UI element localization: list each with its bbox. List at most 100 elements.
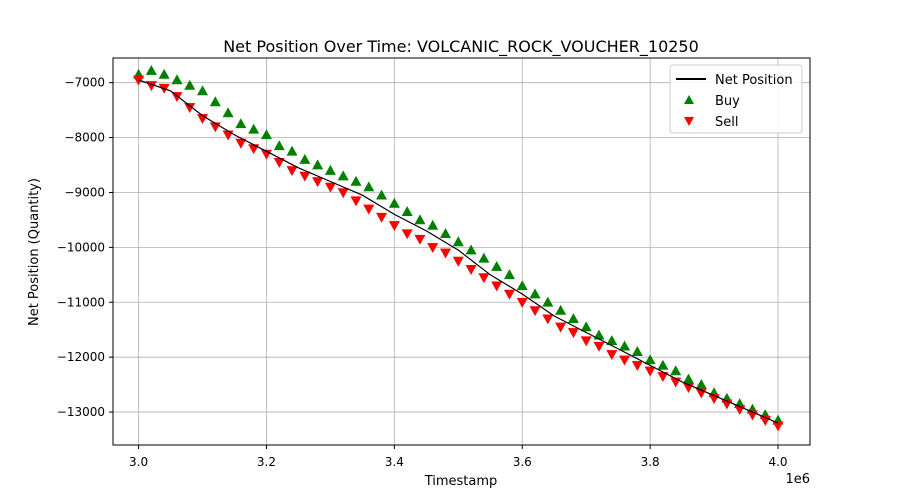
sell-marker bbox=[376, 212, 388, 223]
sell-marker bbox=[452, 256, 464, 267]
sell-marker bbox=[529, 306, 541, 317]
sell-marker bbox=[324, 182, 336, 193]
buy-marker bbox=[631, 346, 643, 356]
buy-marker bbox=[299, 153, 311, 164]
sell-marker bbox=[478, 273, 490, 284]
plot-frame bbox=[112, 57, 811, 446]
line-layer bbox=[138, 79, 779, 424]
legend-label: Buy bbox=[715, 94, 740, 109]
legend-sell-swatch bbox=[684, 117, 694, 126]
net-position-line bbox=[138, 79, 779, 424]
buy-marker bbox=[248, 123, 260, 134]
y-tick-label: −13000 bbox=[57, 405, 105, 419]
sell-marker bbox=[465, 265, 477, 275]
sell-marker bbox=[427, 243, 439, 254]
sell-marker bbox=[171, 92, 183, 103]
buy-marker bbox=[478, 252, 490, 263]
sell-marker bbox=[491, 281, 503, 292]
buy-marker bbox=[197, 85, 209, 96]
buy-marker bbox=[567, 313, 579, 324]
sell-marker bbox=[567, 328, 579, 339]
sell-marker bbox=[772, 421, 784, 432]
legend-box bbox=[669, 64, 803, 134]
buy-marker bbox=[465, 244, 477, 255]
y-axis: −7000 −8000 −9000 −10000 −11000 −12000 −13000 bbox=[57, 76, 113, 419]
buy-marker bbox=[503, 269, 515, 280]
sell-marker bbox=[606, 350, 618, 361]
x-tick-label: 3.0 bbox=[129, 455, 148, 469]
sell-marker bbox=[542, 314, 554, 325]
sell-marker bbox=[503, 289, 515, 300]
x-tick-label: 3.8 bbox=[641, 455, 660, 469]
buy-marker bbox=[644, 354, 656, 365]
x-axis: 3.0 3.2 3.4 3.6 3.8 4.0 bbox=[129, 445, 788, 469]
buy-marker bbox=[619, 340, 631, 351]
buy-marker bbox=[516, 280, 528, 291]
sell-marker bbox=[555, 322, 567, 333]
buy-marker bbox=[452, 236, 464, 247]
buy-marker bbox=[324, 164, 336, 175]
buy-marker bbox=[363, 181, 375, 192]
legend-label: Sell bbox=[715, 115, 738, 130]
buy-marker bbox=[184, 79, 196, 90]
x-tick-label: 3.2 bbox=[257, 455, 276, 469]
chart-title: Net Position Over Time: VOLCANIC_ROCK_VO… bbox=[223, 37, 699, 57]
buy-marker bbox=[337, 170, 349, 181]
sell-marker bbox=[312, 177, 324, 188]
y-tick-label: −12000 bbox=[57, 350, 105, 364]
sell-marker bbox=[580, 336, 592, 347]
y-tick-label: −10000 bbox=[57, 240, 105, 254]
buy-marker bbox=[171, 74, 183, 85]
buy-marker bbox=[388, 197, 400, 208]
buy-marker bbox=[491, 260, 503, 271]
sell-marker bbox=[440, 248, 452, 259]
buy-marker bbox=[286, 145, 298, 156]
buy-marker bbox=[158, 68, 170, 79]
buy-marker bbox=[670, 365, 682, 376]
buy-marker bbox=[312, 159, 324, 170]
legend-label: Net Position bbox=[715, 73, 793, 88]
sell-marker bbox=[388, 221, 400, 232]
buy-marker bbox=[657, 359, 669, 370]
buy-marker bbox=[273, 140, 285, 151]
y-tick-label: −9000 bbox=[64, 185, 105, 199]
buy-marker bbox=[414, 214, 426, 225]
x-tick-label: 3.4 bbox=[385, 455, 404, 469]
sell-marker bbox=[401, 229, 413, 240]
buy-marker bbox=[401, 206, 413, 217]
x-tick-label: 4.0 bbox=[768, 455, 787, 469]
buy-marker bbox=[145, 65, 157, 75]
buy-marker bbox=[542, 296, 554, 307]
buy-marker bbox=[350, 175, 362, 186]
sell-marker bbox=[337, 188, 349, 199]
legend: Net Position Buy Sell bbox=[669, 64, 803, 134]
buy-marker bbox=[260, 129, 272, 140]
buy-marker bbox=[580, 321, 592, 332]
buy-marker bbox=[427, 219, 439, 230]
y-tick-label: −7000 bbox=[64, 76, 105, 90]
buy-marker bbox=[555, 304, 567, 315]
sell-marker bbox=[516, 297, 528, 308]
sell-marker bbox=[593, 341, 605, 352]
buy-marker bbox=[222, 107, 234, 118]
x-axis-offset: 1e6 bbox=[785, 472, 810, 487]
buy-marker bbox=[376, 189, 388, 200]
y-tick-label: −11000 bbox=[57, 295, 105, 309]
sell-marker bbox=[235, 138, 247, 149]
y-axis-label: Net Position (Quantity) bbox=[27, 178, 42, 326]
legend-buy-swatch bbox=[684, 95, 694, 104]
sell-marker bbox=[286, 166, 298, 177]
sell-marker bbox=[644, 366, 656, 377]
buy-marker bbox=[209, 96, 221, 107]
y-tick-label: −8000 bbox=[64, 131, 105, 145]
sell-marker bbox=[350, 196, 362, 207]
sell-marker bbox=[299, 171, 311, 182]
sell-marker bbox=[363, 204, 375, 215]
sell-marker bbox=[631, 361, 643, 372]
x-axis-label: Timestamp bbox=[424, 474, 498, 489]
buy-marker bbox=[606, 335, 618, 346]
buy-marker bbox=[235, 118, 247, 129]
buy-marker bbox=[440, 228, 452, 238]
